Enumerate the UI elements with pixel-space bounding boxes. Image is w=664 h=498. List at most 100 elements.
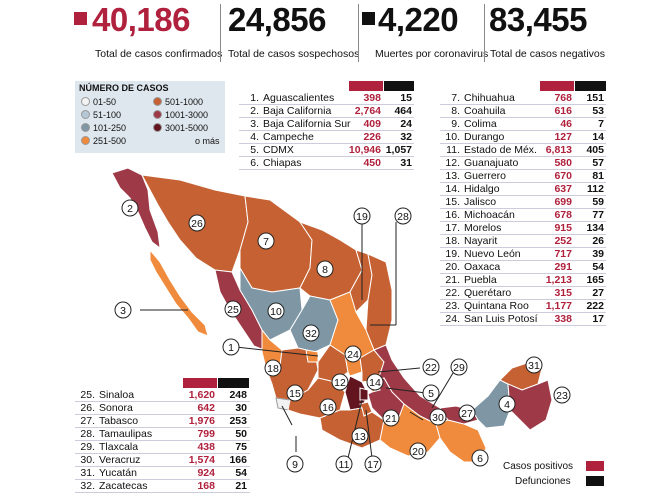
label-16: 16 [319, 398, 337, 416]
stat-negative-value: 83,455 [489, 1, 587, 38]
row-index: 25. [80, 389, 95, 401]
table-row: 22. Querétaro 315 27 [440, 287, 606, 300]
row-state-name: Nayarit [464, 235, 498, 247]
stat-deaths: 4,220 Muertes por coronavirus [360, 0, 488, 64]
row-deaths: 21 [235, 480, 247, 492]
legend-swatch [81, 110, 90, 119]
row-index: 32. [80, 480, 95, 492]
row-deaths: 53 [592, 105, 604, 117]
row-positive-cases: 127 [554, 131, 572, 143]
table-row: 16. Michoacán 678 77 [440, 209, 606, 222]
table-row: 31. Yucatán 924 54 [75, 467, 250, 480]
row-state-name: Coahuila [464, 105, 506, 117]
svg-text:22: 22 [425, 362, 437, 374]
row-positive-cases: 438 [197, 441, 215, 453]
row-state-name: Jalisco [464, 196, 497, 208]
table-row: 32. Zacatecas 168 21 [75, 480, 250, 493]
legend-item: 501-1000 [153, 97, 203, 107]
table-row: 8. Coahuila 616 53 [440, 105, 606, 118]
row-deaths: 15 [400, 92, 412, 104]
row-deaths: 151 [586, 92, 604, 104]
table-row: 11. Estado de Méx. 6,813 405 [440, 144, 606, 157]
header-deaths [218, 378, 249, 388]
row-deaths: 17 [592, 313, 604, 325]
key-deaths-swatch [586, 476, 604, 486]
row-state-name: Chihuahua [464, 92, 515, 104]
row-index: 10. [445, 131, 460, 143]
svg-text:11: 11 [339, 459, 350, 471]
row-state-name: Guerrero [464, 170, 507, 182]
state-baja-california-sur [149, 248, 209, 337]
svg-text:14: 14 [369, 377, 381, 389]
row-deaths: 248 [229, 389, 247, 401]
svg-text:2: 2 [127, 203, 133, 215]
legend-title: NÚMERO DE CASOS [79, 83, 169, 93]
row-deaths: 1,057 [385, 144, 412, 156]
stat-negative-label: Total de casos negativos [490, 48, 605, 60]
legend-label: 101-250 [93, 123, 127, 133]
row-index: 17. [445, 222, 460, 234]
legend-label: 3001-5000 [165, 123, 209, 133]
table-row: 4. Campeche 226 32 [239, 131, 414, 144]
row-deaths: 166 [229, 454, 247, 466]
row-deaths: 464 [394, 105, 412, 117]
row-deaths: 57 [592, 157, 604, 169]
row-deaths: 50 [235, 428, 247, 440]
row-state-name: Tamaulipas [99, 428, 153, 440]
table-row: 27. Tabasco 1,976 253 [75, 415, 250, 428]
row-index: 5. [250, 144, 259, 156]
legend-item: 01-50 [81, 97, 116, 107]
state-chihuahua [239, 195, 313, 293]
row-deaths: 75 [235, 441, 247, 453]
svg-text:10: 10 [270, 306, 282, 318]
label-27: 27 [458, 404, 476, 422]
svg-text:4: 4 [504, 399, 510, 411]
label-13: 13 [351, 427, 369, 445]
stat-negative: 83,455 Total de casos negativos [486, 0, 616, 64]
row-state-name: Tabasco [99, 415, 139, 427]
svg-text:9: 9 [292, 459, 298, 471]
label-28: 28 [394, 207, 412, 225]
row-positive-cases: 409 [363, 118, 381, 130]
legend-label: o más [195, 136, 220, 146]
row-positive-cases: 1,976 [188, 415, 215, 427]
row-index: 4. [250, 131, 259, 143]
confirmed-marker [74, 12, 87, 25]
row-positive-cases: 699 [554, 196, 572, 208]
row-deaths: 134 [586, 222, 604, 234]
table-row: 3. Baja California Sur 409 24 [239, 118, 414, 131]
row-positive-cases: 1,574 [188, 454, 215, 466]
row-index: 24. [445, 313, 460, 325]
svg-text:7: 7 [263, 236, 269, 248]
svg-text:24: 24 [347, 349, 359, 361]
row-index: 22. [445, 287, 460, 299]
table-row: 24. San Luis Potosí 338 17 [440, 313, 606, 326]
table-row: 20. Oaxaca 291 54 [440, 261, 606, 274]
label-12: 12 [331, 373, 349, 391]
state-cdmx [359, 387, 369, 401]
legend-swatch [153, 123, 162, 132]
key-positive-swatch [586, 461, 604, 471]
row-index: 8. [451, 105, 460, 117]
svg-text:5: 5 [428, 388, 434, 400]
table-states-top: 1. Aguascalientes 398 15 2. Baja California 2,… [239, 81, 414, 170]
legend-label: 501-1000 [165, 97, 204, 107]
row-index: 9. [451, 118, 460, 130]
row-index: 6. [250, 157, 259, 169]
divider [484, 4, 485, 62]
svg-text:16: 16 [322, 402, 334, 414]
row-deaths: 253 [229, 415, 247, 427]
legend-item: 101-250 [81, 123, 126, 133]
label-3: 3 [114, 301, 132, 319]
row-state-name: Zacatecas [99, 480, 148, 492]
stat-deaths-value: 4,220 [378, 1, 459, 38]
table-row: 13. Guerrero 670 81 [440, 170, 606, 183]
table-states-right: 7. Chihuahua 768 151 8. Coahuila 616 53 9. Colima… [440, 81, 606, 326]
label-31: 31 [525, 356, 543, 374]
table-row: 26. Sonora 642 30 [75, 402, 250, 415]
table-row: 6. Chiapas 450 31 [239, 157, 414, 170]
row-positive-cases: 637 [554, 183, 572, 195]
row-deaths: 59 [592, 196, 604, 208]
table-row: 10. Durango 127 14 [440, 131, 606, 144]
